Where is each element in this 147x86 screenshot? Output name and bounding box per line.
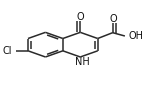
Text: OH: OH [128, 31, 143, 41]
Text: O: O [110, 14, 117, 24]
Text: O: O [76, 12, 84, 22]
Text: Cl: Cl [2, 46, 12, 56]
Text: NH: NH [75, 57, 90, 67]
